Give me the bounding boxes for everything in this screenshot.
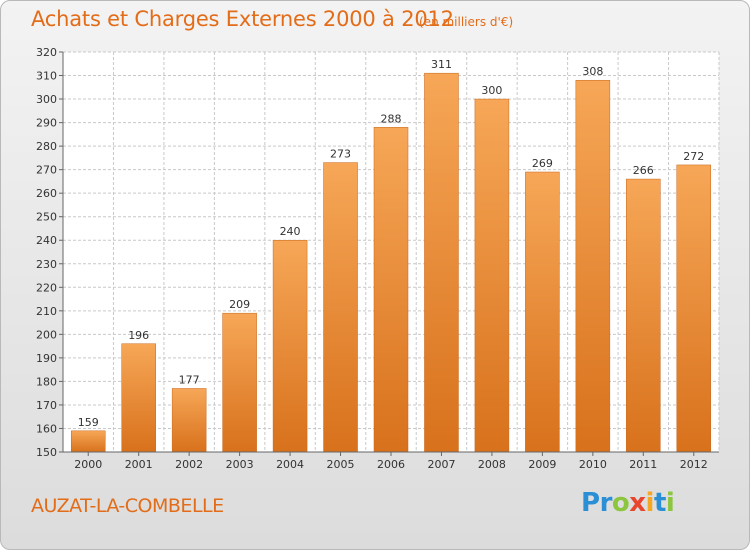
bar <box>575 79 611 453</box>
x-tick-label: 2006 <box>377 458 405 471</box>
x-tick-label: 2009 <box>528 458 556 471</box>
y-tick-label: 310 <box>36 70 57 83</box>
y-tick-label: 260 <box>36 187 57 200</box>
proxiti-logo: Proxiti <box>581 488 675 518</box>
bar <box>373 127 409 453</box>
bar <box>323 162 358 453</box>
y-tick-label: 230 <box>36 258 57 271</box>
x-tick-label: 2011 <box>629 458 657 471</box>
y-tick-label: 150 <box>36 446 57 459</box>
logo-letter: o <box>611 488 630 518</box>
x-tick-label: 2008 <box>478 458 506 471</box>
data-label: 240 <box>280 225 301 238</box>
bar <box>121 343 156 453</box>
bar <box>70 430 106 453</box>
y-tick-label: 280 <box>36 140 57 153</box>
chart-title: Achats et Charges Externes 2000 à 2012 <box>31 7 454 31</box>
logo-letter: t <box>653 488 666 518</box>
logo-letter: r <box>599 488 613 518</box>
data-label: 311 <box>431 58 452 71</box>
data-label: 308 <box>582 65 603 78</box>
y-tick-label: 250 <box>36 211 57 224</box>
x-tick-label: 2010 <box>579 458 607 471</box>
bar <box>424 72 459 453</box>
y-tick-label: 320 <box>36 46 57 59</box>
logo-letter: i <box>645 488 655 518</box>
commune-name: AUZAT-LA-COMBELLE <box>31 495 224 517</box>
y-tick-label: 190 <box>36 352 57 365</box>
y-tick-label: 210 <box>36 305 57 318</box>
bar <box>222 312 257 453</box>
bar <box>626 178 661 453</box>
y-tick-label: 180 <box>36 375 57 388</box>
y-tick-label: 220 <box>36 281 57 294</box>
data-label: 209 <box>229 298 250 311</box>
y-tick-label: 170 <box>36 399 57 412</box>
x-tick-label: 2007 <box>427 458 455 471</box>
logo-letter: i <box>665 488 675 518</box>
bar <box>525 171 560 453</box>
bar <box>171 388 207 453</box>
x-tick-label: 2002 <box>175 458 203 471</box>
x-tick-label: 2004 <box>276 458 304 471</box>
x-tick-label: 2012 <box>680 458 708 471</box>
chart-subtitle: (en milliers d'€) <box>419 15 514 29</box>
x-tick-label: 2005 <box>327 458 355 471</box>
data-label: 196 <box>128 329 149 342</box>
data-label: 273 <box>330 148 351 161</box>
x-tick-label: 2000 <box>74 458 102 471</box>
y-tick-label: 300 <box>36 93 57 106</box>
bar <box>474 98 510 453</box>
data-label: 269 <box>532 157 553 170</box>
y-tick-label: 240 <box>36 234 57 247</box>
y-tick-label: 270 <box>36 164 57 177</box>
x-tick-label: 2003 <box>226 458 254 471</box>
y-tick-label: 290 <box>36 117 57 130</box>
bar <box>272 239 308 453</box>
y-tick-label: 160 <box>36 422 57 435</box>
logo-letter: P <box>581 488 600 518</box>
data-label: 272 <box>683 150 704 163</box>
data-label: 159 <box>78 416 99 429</box>
data-label: 266 <box>633 164 654 177</box>
y-tick-label: 200 <box>36 328 57 341</box>
bar <box>676 164 712 453</box>
data-label: 300 <box>481 84 502 97</box>
logo-letter: x <box>629 488 646 518</box>
x-tick-label: 2001 <box>125 458 153 471</box>
data-label: 177 <box>179 373 200 386</box>
data-label: 288 <box>381 112 402 125</box>
